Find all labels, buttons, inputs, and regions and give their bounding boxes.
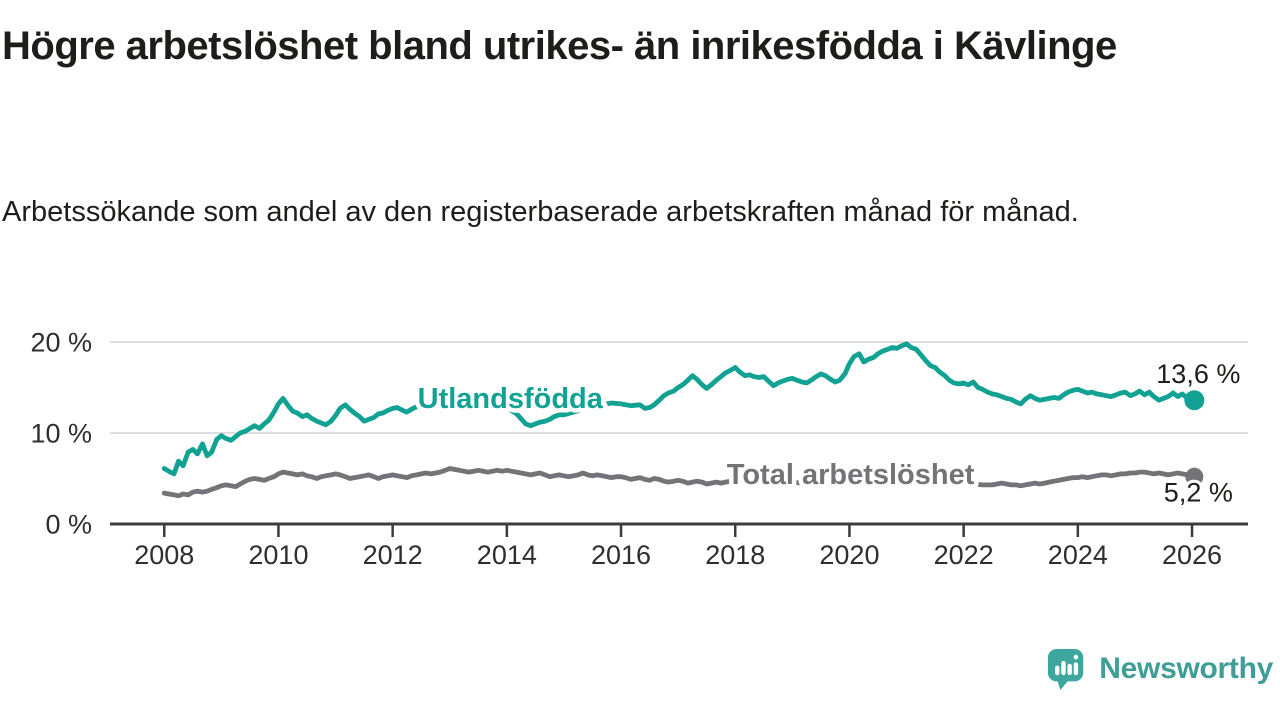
total-arbetsloshet-line — [161, 466, 1197, 499]
utlandsfodda-end-value-label: 13,6 % — [1156, 359, 1240, 389]
y-axis-tick-label: 20 % — [30, 328, 92, 358]
newsworthy-logo: Newsworthy — [1046, 646, 1273, 692]
y-axis-tick-label: 10 % — [30, 419, 92, 449]
x-axis-tick-label: 2010 — [248, 540, 308, 570]
page-title: Högre arbetslöshet bland utrikes- än inr… — [2, 24, 1117, 68]
x-axis-tick-label: 2020 — [819, 540, 879, 570]
brand-name: Newsworthy — [1099, 652, 1273, 685]
page-subtitle: Arbetssökande som andel av den registerb… — [2, 196, 1079, 228]
total-arbetsloshet-series-label: Total arbetslöshet — [727, 459, 975, 491]
x-axis-tick-label: 2014 — [477, 540, 537, 570]
x-axis-tick-label: 2024 — [1048, 540, 1108, 570]
x-axis-tick-label: 2026 — [1162, 540, 1222, 570]
utlandsfodda-series-label: Utlandsfödda — [418, 383, 604, 415]
total-arbetsloshet-end-value-label: 5,2 % — [1164, 478, 1233, 508]
x-axis-tick-label: 2012 — [363, 540, 423, 570]
utlandsfodda-line — [161, 341, 1197, 477]
y-axis-tick-label: 0 % — [45, 510, 92, 540]
x-axis-tick-label: 2016 — [591, 540, 651, 570]
utlandsfodda-end-dot — [1184, 390, 1205, 411]
x-axis-tick-label: 2018 — [705, 540, 765, 570]
x-axis-tick-label: 2008 — [134, 540, 194, 570]
newsworthy-speech-bubble-bar-chart-icon — [1048, 648, 1084, 690]
unemployment-line-chart: 0 % 10 % 20 % 2008 2010 2012 2014 2016 2018 2020 2… — [30, 328, 1248, 570]
x-axis-tick-label: 2022 — [934, 540, 994, 570]
total-arbetsloshet-end-dot — [1185, 467, 1204, 486]
